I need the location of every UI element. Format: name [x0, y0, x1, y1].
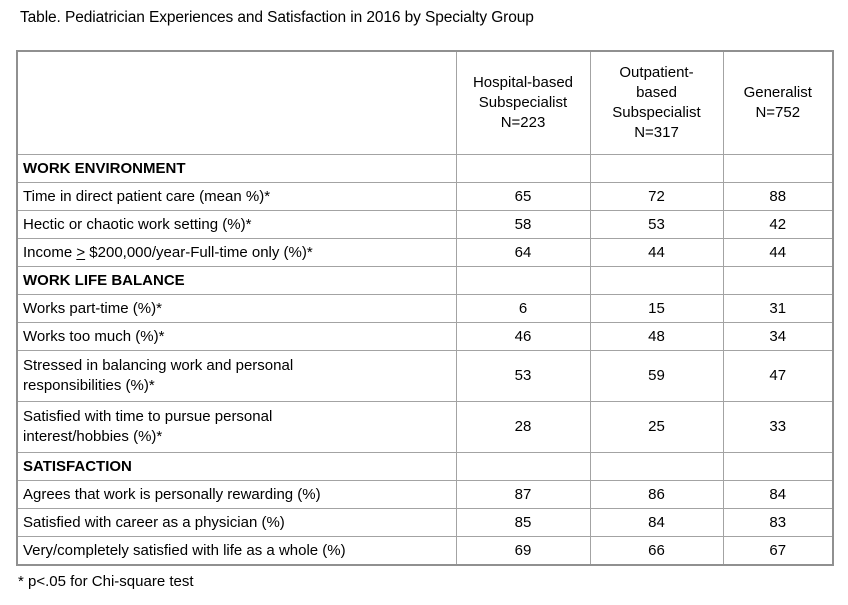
- data-row-part-time: Works part-time (%)* 6 15 31: [16, 294, 834, 323]
- value-cell: 67: [722, 536, 834, 566]
- section-label: WORK ENVIRONMENT: [16, 154, 457, 183]
- value-cell: 31: [722, 294, 834, 323]
- value-cell: 47: [722, 350, 834, 402]
- row-label: Hectic or chaotic work setting (%)*: [16, 210, 457, 239]
- empty-cell: [722, 452, 834, 481]
- value-cell: 83: [722, 508, 834, 537]
- header-row: Hospital-based Subspecialist N=223 Outpa…: [16, 50, 834, 155]
- value-cell: 44: [589, 238, 724, 267]
- empty-cell: [589, 266, 724, 295]
- row-label: Works part-time (%)*: [16, 294, 457, 323]
- value-cell: 25: [589, 401, 724, 453]
- value-cell: 58: [455, 210, 591, 239]
- value-cell: 15: [589, 294, 724, 323]
- data-row-life-satisfied: Very/completely satisfied with life as a…: [16, 536, 834, 566]
- section-label: WORK LIFE BALANCE: [16, 266, 457, 295]
- data-row-time-for-hobbies: Satisfied with time to pursue personal i…: [16, 401, 834, 453]
- value-cell: 53: [455, 350, 591, 402]
- value-cell: 59: [589, 350, 724, 402]
- data-row-patient-care: Time in direct patient care (mean %)* 65…: [16, 182, 834, 211]
- table-caption: Table. Pediatrician Experiences and Sati…: [20, 9, 534, 26]
- value-cell: 34: [722, 322, 834, 351]
- empty-cell: [455, 452, 591, 481]
- header-generalist: Generalist N=752: [722, 50, 834, 155]
- value-cell: 66: [589, 536, 724, 566]
- section-label: SATISFACTION: [16, 452, 457, 481]
- value-cell: 86: [589, 480, 724, 509]
- data-row-career-satisfied: Satisfied with career as a physician (%)…: [16, 508, 834, 537]
- header-hospital-based-subspecialist: Hospital-based Subspecialist N=223: [455, 50, 591, 155]
- section-row-work-life-balance: WORK LIFE BALANCE: [16, 266, 834, 295]
- value-cell: 69: [455, 536, 591, 566]
- data-row-income: Income > $200,000/year-Full-time only (%…: [16, 238, 834, 267]
- row-label: Works too much (%)*: [16, 322, 457, 351]
- empty-cell: [589, 154, 724, 183]
- value-cell: 84: [722, 480, 834, 509]
- empty-cell: [589, 452, 724, 481]
- value-cell: 33: [722, 401, 834, 453]
- data-row-stressed-balancing: Stressed in balancing work and personal …: [16, 350, 834, 402]
- section-row-work-environment: WORK ENVIRONMENT: [16, 154, 834, 183]
- section-row-satisfaction: SATISFACTION: [16, 452, 834, 481]
- data-row-hectic-setting: Hectic or chaotic work setting (%)* 58 5…: [16, 210, 834, 239]
- value-cell: 28: [455, 401, 591, 453]
- table-header: Hospital-based Subspecialist N=223 Outpa…: [16, 50, 834, 155]
- value-cell: 65: [455, 182, 591, 211]
- row-label: Satisfied with career as a physician (%): [16, 508, 457, 537]
- empty-cell: [722, 154, 834, 183]
- greater-equal-underline: >: [76, 243, 86, 261]
- value-cell: 42: [722, 210, 834, 239]
- row-label: Agrees that work is personally rewarding…: [16, 480, 457, 509]
- page: Table. Pediatrician Experiences and Sati…: [0, 9, 848, 590]
- row-label: Income > $200,000/year-Full-time only (%…: [16, 238, 457, 267]
- value-cell: 46: [455, 322, 591, 351]
- value-cell: 6: [455, 294, 591, 323]
- income-label-pre: Income: [23, 243, 77, 261]
- income-label-post: $200,000/year-Full-time only (%)*: [85, 243, 313, 261]
- empty-cell: [455, 154, 591, 183]
- value-cell: 85: [455, 508, 591, 537]
- value-cell: 84: [589, 508, 724, 537]
- header-outpatient-based-subspecialist: Outpatient- based Subspecialist N=317: [589, 50, 724, 155]
- chi-square-footnote: * p<.05 for Chi-square test: [18, 573, 194, 590]
- table-body: WORK ENVIRONMENT Time in direct patient …: [16, 154, 834, 566]
- value-cell: 87: [455, 480, 591, 509]
- empty-cell: [455, 266, 591, 295]
- data-row-work-rewarding: Agrees that work is personally rewarding…: [16, 480, 834, 509]
- header-empty-cell: [16, 50, 457, 155]
- pediatrician-experiences-table: Hospital-based Subspecialist N=223 Outpa…: [16, 50, 834, 566]
- value-cell: 48: [589, 322, 724, 351]
- row-label: Stressed in balancing work and personal …: [16, 350, 457, 402]
- empty-cell: [722, 266, 834, 295]
- row-label: Time in direct patient care (mean %)*: [16, 182, 457, 211]
- row-label: Satisfied with time to pursue personal i…: [16, 401, 457, 453]
- value-cell: 64: [455, 238, 591, 267]
- value-cell: 88: [722, 182, 834, 211]
- data-row-works-too-much: Works too much (%)* 46 48 34: [16, 322, 834, 351]
- value-cell: 53: [589, 210, 724, 239]
- value-cell: 44: [722, 238, 834, 267]
- value-cell: 72: [589, 182, 724, 211]
- row-label: Very/completely satisfied with life as a…: [16, 536, 457, 566]
